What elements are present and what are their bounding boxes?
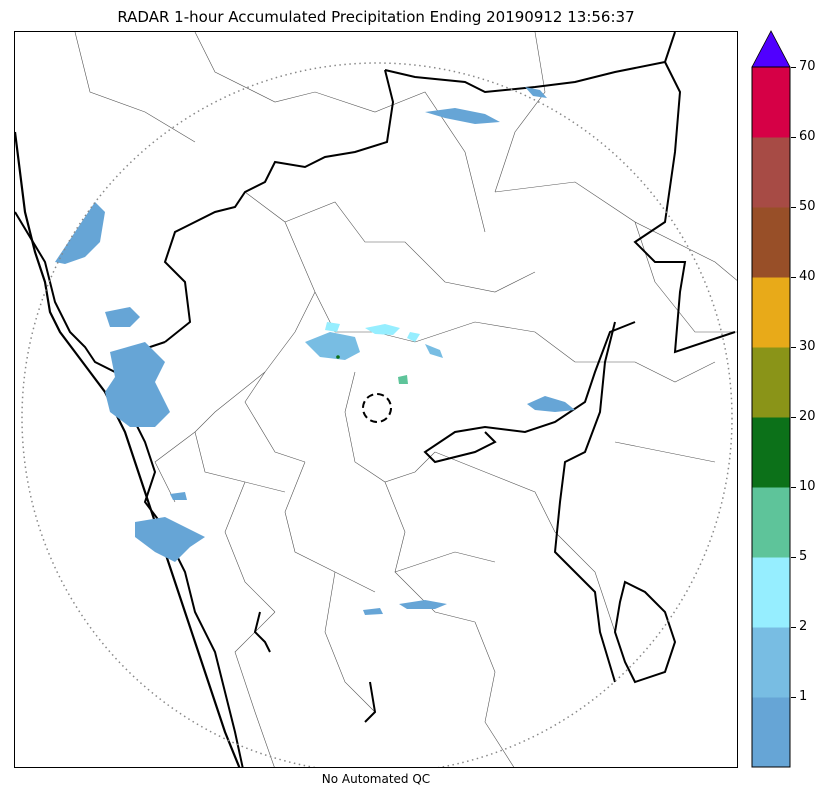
colorbar-tick-label: 5 — [799, 549, 808, 564]
colorbar-tick-label: 10 — [799, 479, 816, 494]
colorbar-tick-label: 50 — [799, 199, 816, 214]
colorbar-bin — [752, 67, 790, 138]
colorbar — [751, 30, 791, 768]
qc-note: No Automated QC — [321, 772, 431, 786]
map-canvas — [15, 32, 737, 767]
colorbar-bin — [752, 627, 790, 698]
colorbar-tick-label: 20 — [799, 409, 816, 424]
radar-map — [14, 31, 738, 768]
precipitation-echoes — [55, 87, 575, 615]
map-title: RADAR 1-hour Accumulated Precipitation E… — [117, 8, 635, 26]
colorbar-tick-label: 70 — [799, 59, 816, 74]
colorbar-tick-mark — [791, 487, 796, 488]
colorbar-tick-mark — [791, 417, 796, 418]
colorbar-tick-label: 1 — [799, 689, 808, 704]
colorbar-tick-mark — [791, 67, 796, 68]
colorbar-bin — [752, 347, 790, 418]
colorbar-bin — [752, 207, 790, 278]
colorbar-overflow-arrow — [751, 30, 791, 68]
colorbar-tick-label: 2 — [799, 619, 808, 634]
colorbar-tick-label: 30 — [799, 339, 816, 354]
colorbar-tick-mark — [791, 627, 796, 628]
colorbar-bin — [752, 697, 790, 768]
colorbar-tick-mark — [791, 557, 796, 558]
colorbar-bins — [752, 67, 790, 768]
radar-site-marker — [362, 393, 392, 423]
range-ring — [21, 62, 733, 767]
colorbar-tick-mark — [791, 347, 796, 348]
colorbar-tick-label: 40 — [799, 269, 816, 284]
colorbar-frame — [751, 66, 791, 768]
colorbar-bin — [752, 137, 790, 208]
colorbar-tick-mark — [791, 277, 796, 278]
district-borders — [74, 32, 737, 767]
colorbar-tick-mark — [791, 697, 796, 698]
colorbar-bin — [752, 487, 790, 558]
colorbar-bin — [752, 417, 790, 488]
colorbar-bin — [752, 557, 790, 628]
colorbar-bin — [752, 277, 790, 348]
coastline — [15, 131, 241, 767]
colorbar-tick-mark — [791, 137, 796, 138]
colorbar-tick-label: 60 — [799, 129, 816, 144]
colorbar-tick-mark — [791, 207, 796, 208]
